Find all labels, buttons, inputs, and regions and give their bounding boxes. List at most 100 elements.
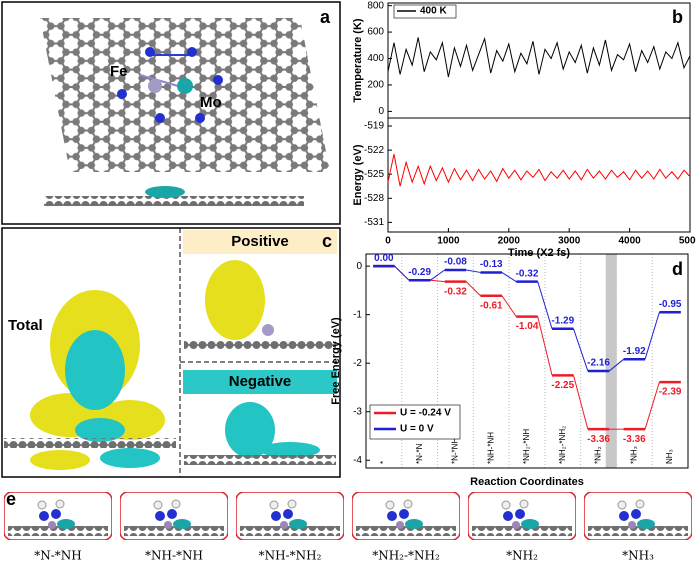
connector bbox=[430, 279, 445, 283]
caption: *NH-*NH₂ bbox=[259, 549, 322, 563]
connector bbox=[394, 265, 410, 281]
y-axis-label: Free Energy (eV) bbox=[330, 317, 342, 405]
connector bbox=[644, 381, 660, 430]
connector bbox=[573, 328, 589, 372]
value-label: -3.36 bbox=[623, 434, 646, 445]
panel-e-structures bbox=[4, 492, 692, 540]
value-label: -2.25 bbox=[551, 380, 574, 391]
isosurface-negative bbox=[184, 402, 336, 465]
panel-label: b bbox=[672, 7, 683, 27]
value-label: -0.29 bbox=[408, 267, 431, 278]
y-axis-label: Temperature (K) bbox=[352, 18, 364, 102]
mo-side bbox=[145, 186, 185, 198]
connector bbox=[501, 295, 517, 317]
highlight bbox=[605, 254, 617, 468]
panel-label: a bbox=[320, 7, 331, 27]
y-tick-label: -522 bbox=[364, 145, 384, 156]
y-tick-label: 600 bbox=[367, 27, 384, 38]
category-label: *NH₂ bbox=[594, 446, 603, 464]
graphene-top bbox=[40, 18, 330, 172]
isosurface-positive bbox=[184, 260, 336, 350]
x-tick-label: 2000 bbox=[498, 236, 521, 247]
value-label: -1.29 bbox=[551, 315, 574, 326]
legend-label: U = -0.24 V bbox=[400, 408, 451, 419]
y-tick-label: 0 bbox=[378, 106, 384, 117]
value-label: -0.08 bbox=[444, 257, 467, 268]
caption: *NH₂-*NH₂ bbox=[372, 549, 440, 563]
y-tick-label: -519 bbox=[364, 121, 384, 132]
x-tick-label: 5000 bbox=[679, 236, 696, 247]
connector bbox=[644, 312, 660, 360]
caption: *NH-*NH bbox=[145, 549, 203, 563]
series-line bbox=[387, 36, 691, 78]
mo-label: Mo bbox=[200, 94, 222, 111]
plot-frame bbox=[387, 117, 691, 233]
connector bbox=[537, 281, 553, 329]
connector bbox=[430, 269, 446, 281]
value-label: -2.39 bbox=[659, 387, 682, 398]
value-label: 0.00 bbox=[374, 253, 394, 264]
y-tick-label: -3 bbox=[353, 406, 362, 417]
legend-label: U = 0 V bbox=[400, 424, 434, 435]
category-label: *NH₂-*NH₂ bbox=[558, 426, 567, 464]
x-tick-label: 4000 bbox=[618, 236, 641, 247]
category-label: *NH₃ bbox=[629, 446, 638, 464]
connector bbox=[466, 269, 481, 273]
connector bbox=[573, 375, 589, 430]
value-label: -1.92 bbox=[623, 346, 646, 357]
total-label: Total bbox=[8, 317, 43, 334]
y-tick-label: -525 bbox=[364, 169, 384, 180]
category-label: *NH-*NH bbox=[486, 432, 495, 464]
series-line bbox=[387, 153, 691, 187]
panel-label: d bbox=[672, 259, 683, 279]
y-tick-label: 200 bbox=[367, 80, 384, 91]
value-label: -0.32 bbox=[516, 268, 539, 279]
y-tick-label: 0 bbox=[356, 261, 362, 272]
legend-box bbox=[369, 404, 461, 440]
panel-label: e bbox=[6, 489, 16, 509]
y-tick-label: 400 bbox=[367, 53, 384, 64]
y-tick-label: -531 bbox=[364, 217, 384, 228]
y-tick-label: -528 bbox=[364, 193, 384, 204]
x-axis-label: Reaction Coordinates bbox=[470, 476, 584, 488]
y-tick-label: -1 bbox=[353, 309, 362, 320]
category-label: NH₃ bbox=[665, 449, 674, 464]
negative-banner bbox=[183, 370, 337, 394]
value-label: -0.61 bbox=[480, 300, 503, 311]
value-label: -2.16 bbox=[587, 358, 610, 369]
value-label: -0.32 bbox=[444, 286, 467, 297]
x-tick-label: 1000 bbox=[437, 236, 460, 247]
value-label: -0.13 bbox=[480, 259, 503, 270]
plot-frame bbox=[387, 2, 691, 119]
value-label: -1.04 bbox=[516, 321, 539, 332]
negative-label: Negative bbox=[229, 373, 292, 390]
value-label: -3.36 bbox=[587, 434, 610, 445]
connector bbox=[537, 316, 553, 376]
legend-label: 400 K bbox=[420, 6, 447, 17]
y-tick-label: -4 bbox=[353, 455, 362, 466]
x-tick-label: 0 bbox=[385, 236, 391, 247]
legend-box bbox=[393, 4, 457, 19]
category-label: *N-*NH bbox=[451, 438, 460, 464]
positive-banner bbox=[183, 230, 337, 254]
y-tick-label: 800 bbox=[367, 0, 384, 11]
connector bbox=[608, 358, 624, 372]
connector bbox=[465, 281, 481, 297]
category-label: *N-*N bbox=[415, 443, 424, 464]
active-site bbox=[117, 47, 223, 123]
category-label: *NH₂-*NH bbox=[522, 429, 531, 464]
positive-label: Positive bbox=[231, 233, 289, 250]
category-label: * bbox=[379, 461, 388, 464]
isosurface-total bbox=[4, 290, 176, 470]
fe-label: Fe bbox=[110, 63, 128, 80]
panel-label: c bbox=[322, 231, 332, 251]
value-label: -0.95 bbox=[659, 299, 682, 310]
caption: *NH₂ bbox=[506, 549, 538, 563]
x-tick-label: 3000 bbox=[558, 236, 581, 247]
x-axis-label: Time (X2 fs) bbox=[508, 247, 570, 259]
caption: *NH₃ bbox=[622, 549, 654, 563]
y-axis-label: Energy (eV) bbox=[352, 144, 364, 205]
caption: *N-*NH bbox=[34, 549, 82, 563]
plot-frame bbox=[365, 253, 689, 469]
